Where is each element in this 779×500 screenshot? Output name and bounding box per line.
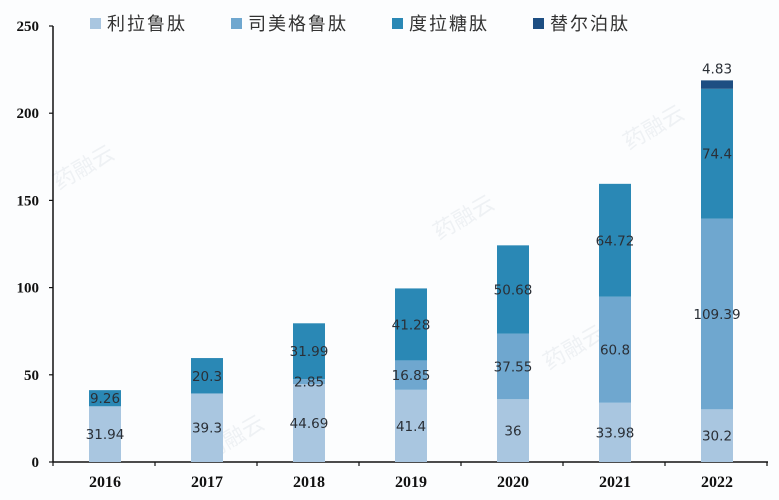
bar-segment [497,399,529,462]
bar-segment [395,288,427,361]
bar-value-label: 50.68 [494,283,533,299]
axes: 0 50 100 150 200 250 2016 2017 2018 2019 2020 2021 2… [17,19,768,491]
y-tick-label: 50 [24,368,39,384]
legend-label: 司美格鲁肽 [248,14,348,35]
legend-item-tirzepatide: 替尔泊肽 [533,10,630,36]
bar-value-label: 60.8 [600,343,630,359]
legend: 利拉鲁肽 司美格鲁肽 度拉糖肽 替尔泊肽 [90,10,674,36]
bar-value-label: 44.69 [290,416,329,432]
y-tick-label: 100 [17,281,40,297]
legend-swatch-icon [90,17,101,29]
bar-segment [599,402,631,462]
bar-value-label: 16.85 [392,368,431,384]
bars [89,80,733,462]
bar-value-label: 31.94 [86,427,125,443]
legend-swatch-icon [392,17,403,29]
x-tick-label: 2017 [191,474,223,491]
bar-value-label: 9.26 [90,391,120,407]
bar-value-label: 41.28 [392,317,431,333]
bar-segment [293,384,325,462]
x-tick-label: 2018 [293,474,325,491]
bar-segment [293,323,325,380]
legend-swatch-icon [533,17,544,29]
bar-segment [599,296,631,403]
bar-segment [293,379,325,385]
bar-value-label: 33.98 [596,425,635,441]
bar-value-label: 37.55 [494,359,533,375]
bar-value-label: 2.85 [294,375,324,391]
x-tick-label: 2019 [395,474,427,491]
bar-segment [701,80,733,89]
bar-segment [599,183,631,297]
bar-segment [497,245,529,334]
y-tick-label: 0 [32,455,40,471]
y-tick-label: 150 [17,193,40,209]
x-tick-label: 2016 [89,474,121,491]
legend-swatch-icon [231,17,242,29]
bar-value-label: 39.3 [192,421,222,437]
bar-value-label: 30.2 [702,429,732,445]
bar-value-label: 31.99 [290,344,329,360]
bar-value-label: 36 [504,424,521,440]
x-tick-label: 2021 [599,474,631,491]
bar-value-label: 41.4 [396,419,426,435]
bar-segment [191,393,223,462]
bar-value-label: 4.83 [702,61,732,77]
y-tick-label: 250 [17,19,40,35]
x-tick-label: 2020 [497,474,529,491]
bar-segment [89,406,121,462]
legend-item-dulaglutide: 度拉糖肽 [392,10,489,36]
bar-value-label: 20.3 [192,369,222,385]
bar-segment [395,389,427,462]
bar-value-label: 74.4 [702,147,732,163]
y-tick-label: 200 [17,106,40,122]
bar-segment [191,358,223,394]
bar-segment [701,88,733,219]
legend-item-semaglutide: 司美格鲁肽 [231,10,348,36]
legend-label: 利拉鲁肽 [107,14,187,35]
legend-item-liraglutide: 利拉鲁肽 [90,10,187,36]
bar-segment [701,218,733,410]
bar-segment [701,409,733,462]
legend-label: 度拉糖肽 [409,14,489,35]
x-tick-label: 2022 [701,474,733,491]
bar-segment [89,390,121,407]
bar-value-label: 64.72 [596,233,635,249]
data-labels: 31.94 9.26 39.3 20.3 44.69 2.85 31.99 41.4 16.85… [86,61,741,444]
legend-label: 替尔泊肽 [550,14,630,35]
bar-segment [395,360,427,390]
bar-value-label: 109.39 [693,307,740,323]
bar-segment [497,333,529,400]
